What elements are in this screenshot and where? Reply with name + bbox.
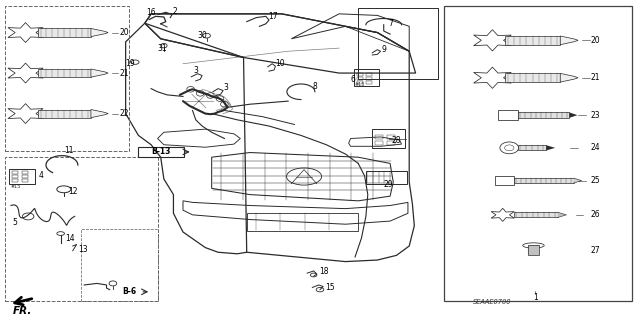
Text: #15: #15 (355, 83, 365, 87)
Bar (444, 6, 632, 300)
Polygon shape (573, 178, 582, 183)
Polygon shape (546, 145, 555, 151)
Bar (38, 109, 91, 118)
Text: 15: 15 (325, 283, 335, 292)
Text: 3: 3 (194, 66, 198, 75)
Bar (387, 135, 394, 139)
Bar (514, 212, 557, 218)
Bar (518, 113, 570, 118)
Text: 9: 9 (381, 45, 386, 54)
Ellipse shape (207, 93, 214, 98)
Bar (514, 178, 573, 183)
Text: 18: 18 (319, 267, 328, 276)
Polygon shape (91, 28, 108, 37)
Ellipse shape (196, 91, 204, 96)
Text: 26: 26 (591, 210, 600, 219)
Text: 21: 21 (119, 69, 129, 78)
Bar (358, 8, 438, 79)
Text: 24: 24 (591, 143, 600, 152)
Bar (372, 129, 405, 148)
Bar (12, 175, 18, 178)
Text: B-6: B-6 (122, 287, 136, 296)
Bar (376, 141, 383, 145)
Bar (505, 73, 560, 82)
Text: 27: 27 (591, 246, 600, 255)
Bar (12, 179, 18, 182)
Bar (9, 169, 35, 184)
Text: 23: 23 (591, 111, 600, 120)
Text: 28: 28 (392, 136, 401, 145)
Bar (246, 213, 358, 231)
Text: 4: 4 (38, 171, 44, 181)
Polygon shape (557, 212, 566, 218)
Text: 10: 10 (275, 59, 285, 68)
Polygon shape (91, 69, 108, 77)
Bar (366, 77, 372, 80)
Bar (22, 171, 28, 174)
Bar (357, 73, 363, 76)
Text: 2: 2 (172, 7, 177, 16)
Ellipse shape (216, 96, 224, 101)
Bar (528, 245, 539, 255)
Text: 25: 25 (591, 176, 600, 185)
Text: 29: 29 (384, 181, 394, 189)
Text: 21: 21 (591, 73, 600, 82)
Ellipse shape (221, 101, 228, 107)
Text: 7: 7 (389, 19, 394, 28)
Polygon shape (560, 73, 578, 82)
Bar (357, 81, 363, 84)
Text: B-13: B-13 (151, 147, 170, 156)
Bar (38, 28, 91, 37)
Bar (81, 229, 157, 300)
Polygon shape (91, 109, 108, 118)
Text: 14: 14 (65, 234, 75, 243)
Text: 3: 3 (223, 83, 228, 92)
Text: 13: 13 (78, 245, 88, 254)
Text: 20: 20 (591, 36, 600, 45)
Text: FR.: FR. (13, 306, 32, 316)
Bar (355, 69, 379, 85)
Text: #15: #15 (11, 184, 21, 189)
Bar (495, 176, 514, 185)
Text: 16: 16 (147, 8, 156, 18)
Bar (22, 175, 28, 178)
Text: 22: 22 (119, 109, 129, 118)
Text: 11: 11 (64, 146, 74, 155)
Text: SEAAE0700: SEAAE0700 (473, 299, 511, 305)
Text: 8: 8 (312, 82, 317, 91)
Text: 5: 5 (13, 218, 18, 227)
Polygon shape (570, 113, 577, 118)
Polygon shape (560, 36, 578, 45)
Text: 30: 30 (198, 31, 207, 40)
Bar (505, 36, 560, 45)
Text: 6: 6 (351, 75, 355, 84)
Bar (4, 157, 157, 300)
Text: 19: 19 (125, 59, 135, 68)
Bar (4, 6, 129, 151)
Ellipse shape (187, 86, 195, 92)
Bar (357, 77, 363, 80)
Text: 17: 17 (268, 12, 277, 21)
Text: 20: 20 (119, 28, 129, 37)
Bar (387, 141, 394, 145)
Bar (366, 171, 407, 184)
Bar (38, 69, 91, 77)
Bar (518, 145, 546, 151)
Text: 31: 31 (157, 44, 167, 53)
Text: 12: 12 (68, 187, 78, 196)
Bar (366, 73, 372, 76)
Text: 1: 1 (533, 293, 538, 302)
Bar (366, 81, 372, 84)
Bar (22, 179, 28, 182)
Bar (12, 171, 18, 174)
Bar (376, 135, 383, 139)
Bar (498, 110, 518, 120)
